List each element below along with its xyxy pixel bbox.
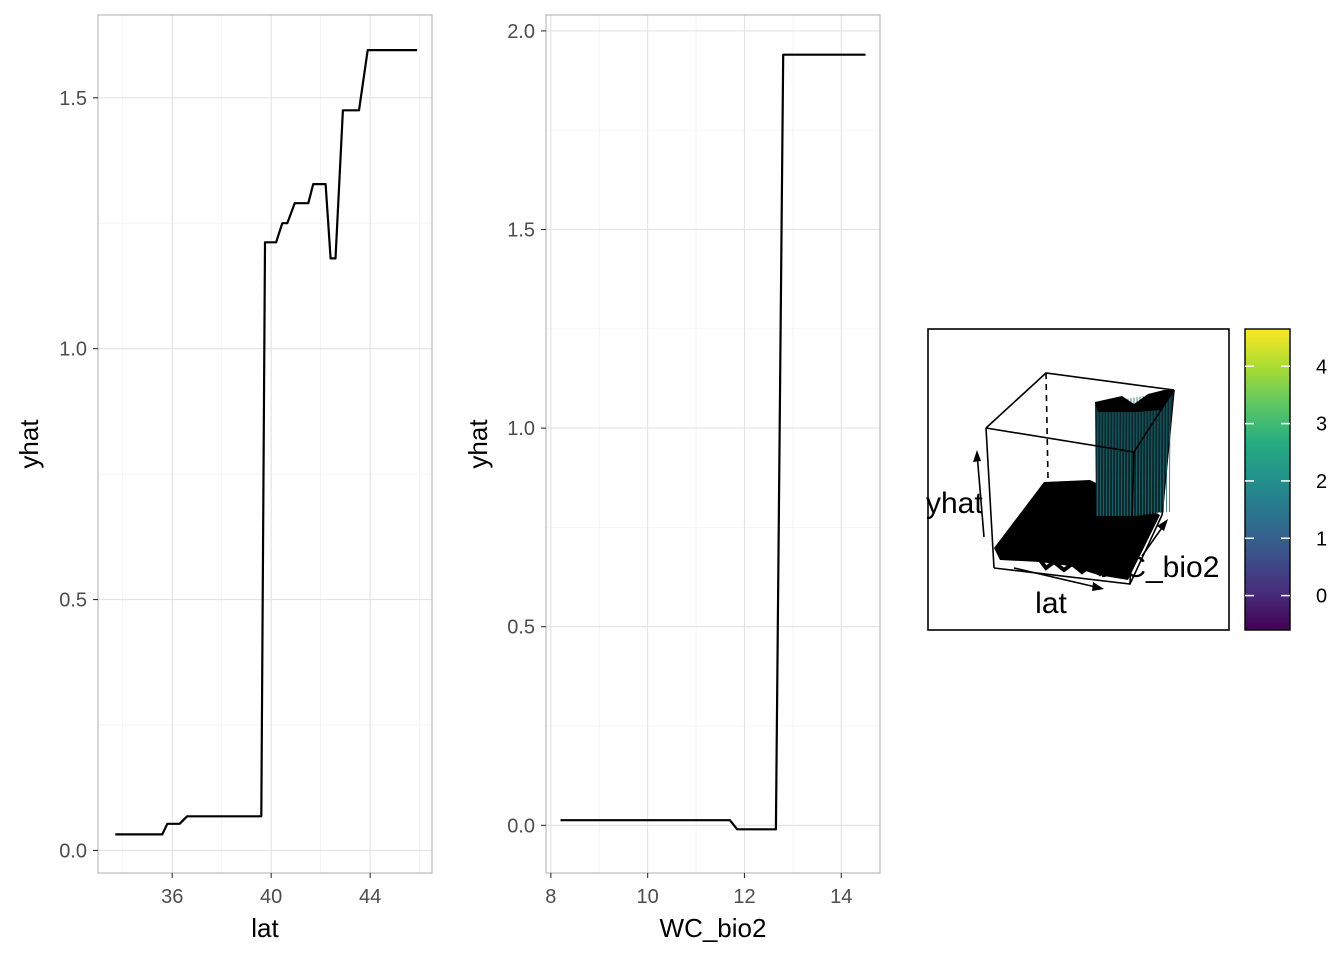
colorbar-border	[1244, 328, 1291, 631]
yhat-arrow-head	[973, 450, 981, 462]
wc-bio2-x-axis-title: WC_bio2	[660, 913, 767, 943]
wc-bio2-panel-grid	[546, 15, 880, 873]
lat-y-axis-title: yhat	[14, 419, 44, 469]
surface-mesh-line	[1115, 400, 1117, 517]
p2-y-tick-label: 0.0	[507, 815, 535, 837]
p2-y-tick-label: 0.5	[507, 617, 535, 639]
lat-panel-ticks: 36 40 44 0.0 0.5 1.0 1.5	[59, 88, 381, 908]
surface-mesh-line	[1139, 396, 1141, 516]
wc-bio2-y-axis-title: yhat	[463, 419, 493, 469]
wc-bio2-panel-border	[545, 14, 881, 874]
surface-mesh-line	[1112, 401, 1114, 517]
p2-x-tick-label: 12	[733, 886, 755, 908]
lat-x-axis-title: lat	[251, 913, 279, 943]
p1-x-tick-label: 36	[161, 886, 183, 908]
lat-panel-border	[97, 14, 433, 874]
surface-mesh-line	[1136, 396, 1138, 516]
p2-y-tick-label: 2.0	[507, 21, 535, 43]
colorbar-tick-label: 3	[1316, 414, 1327, 436]
colorbar-tick-label: 4	[1316, 356, 1327, 378]
yhat-arrow-line	[976, 452, 985, 538]
lat-arrow-line	[1013, 567, 1101, 589]
surface-mesh-line	[1169, 391, 1171, 512]
lat-yhat-line	[115, 49, 418, 836]
surface-low-edge	[1038, 558, 1116, 577]
wc-bio2-yhat-line	[560, 53, 866, 831]
surface-y-axis-label: WC_bio2	[1096, 551, 1219, 584]
p1-x-tick-label: 40	[260, 886, 282, 908]
surface-panel: yhat lat WC_bio2 0 1 2 3 4	[926, 328, 1327, 631]
wc-bio2-arrow-head	[1157, 519, 1168, 531]
surface-mesh-line	[1127, 398, 1129, 517]
p1-y-tick-label: 0.0	[59, 840, 87, 862]
lat-arrow-head	[1092, 582, 1104, 591]
lat-panel: 36 40 44 0.0 0.5 1.0 1.5 lat yhat	[14, 14, 433, 943]
surface-high-top	[1095, 390, 1174, 412]
surface-mesh-line	[1154, 393, 1156, 514]
lat-panel-grid	[98, 15, 432, 873]
surface-z-axis-label: yhat	[926, 487, 983, 520]
surface-mesh-line	[1157, 393, 1159, 514]
surface-mesh-line	[1160, 392, 1162, 514]
wc-bio2-panel-ticks: 8 10 12 14 0.0 0.5 1.0 1.5 2.0	[507, 21, 852, 908]
colorbar	[1245, 329, 1290, 630]
p2-y-tick-label: 1.5	[507, 220, 535, 242]
p2-x-tick-label: 14	[830, 886, 852, 908]
surface-high-mesh	[1097, 391, 1171, 517]
p1-y-tick-label: 1.0	[59, 339, 87, 361]
wc-bio2-panel: 8 10 12 14 0.0 0.5 1.0 1.5 2.0 WC_bio2 yhat	[463, 14, 881, 943]
surface-mesh-line	[1118, 400, 1120, 517]
p2-x-tick-label: 10	[637, 886, 659, 908]
surface-mesh-line	[1100, 403, 1102, 517]
surface-mesh-line	[1145, 395, 1147, 515]
p2-x-tick-label: 8	[545, 886, 556, 908]
surface-mesh-line	[1124, 399, 1126, 517]
surface-mesh-line	[1148, 394, 1150, 515]
surface-x-axis-label: lat	[1035, 587, 1067, 620]
surface-mesh-line	[1163, 392, 1165, 513]
surface-box-right-edge	[1161, 389, 1175, 516]
p2-y-tick-label: 1.0	[507, 418, 535, 440]
surface-box-left-edge	[985, 427, 995, 569]
surface-mesh-line	[1166, 391, 1168, 513]
p1-y-tick-label: 1.5	[59, 88, 87, 110]
colorbar-tick-label: 2	[1316, 471, 1327, 493]
p1-x-tick-label: 44	[359, 886, 381, 908]
surface-mesh-line	[1151, 394, 1153, 515]
surface-mesh-line	[1130, 398, 1132, 517]
surface-plot-border	[927, 328, 1230, 631]
p1-y-tick-label: 0.5	[59, 590, 87, 612]
surface-mesh-line	[1103, 402, 1105, 517]
surface-mesh-line	[1097, 403, 1099, 517]
surface-mesh-line	[1109, 401, 1111, 517]
surface-mesh-line	[1142, 395, 1144, 516]
surface-mesh-line	[1106, 402, 1108, 517]
colorbar-ticks: 0 1 2 3 4	[1245, 356, 1327, 608]
colorbar-tick-label: 0	[1316, 586, 1327, 608]
surface-box-front-edge	[1129, 451, 1135, 585]
colorbar-tick-label: 1	[1316, 528, 1327, 550]
surface-mesh-line	[1121, 399, 1123, 517]
